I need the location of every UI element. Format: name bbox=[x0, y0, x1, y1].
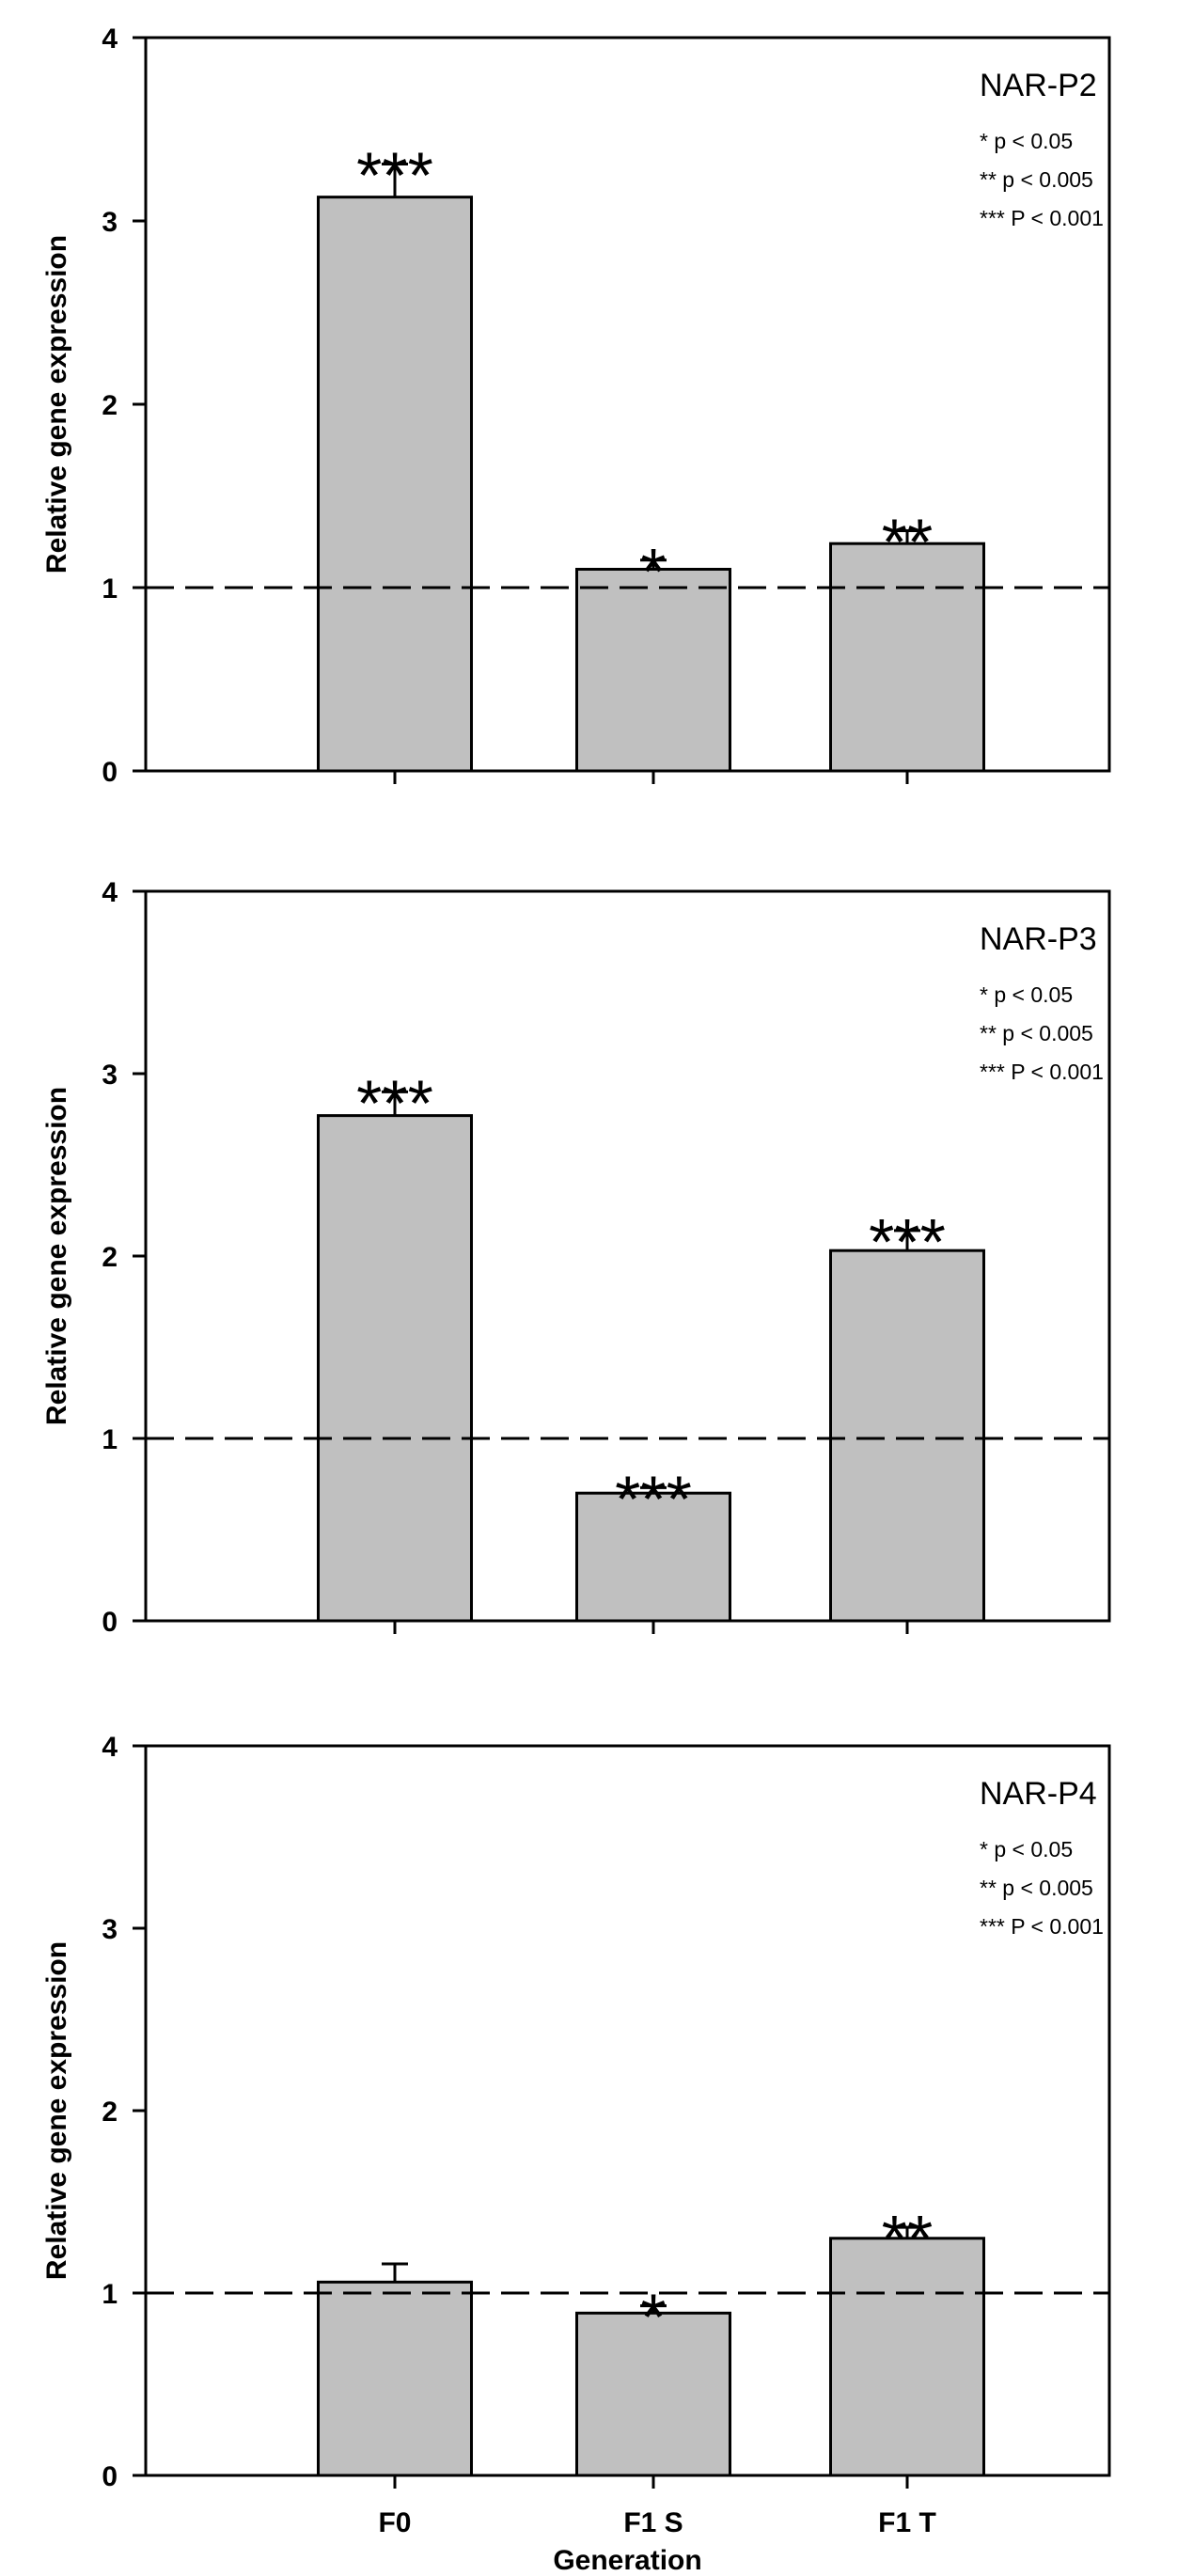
p-value-legend-item: * p < 0.05 bbox=[980, 982, 1073, 1007]
y-tick-label: 3 bbox=[102, 207, 118, 238]
significance-marker: *** bbox=[615, 1462, 692, 1535]
p-value-legend-item: ** p < 0.005 bbox=[980, 1021, 1093, 1045]
significance-marker: *** bbox=[356, 139, 433, 212]
y-axis-label: Relative gene expression bbox=[41, 1087, 72, 1425]
y-tick-label: 1 bbox=[102, 573, 118, 605]
p-value-legend-item: * p < 0.05 bbox=[980, 1837, 1073, 1861]
significance-marker: ** bbox=[882, 2202, 933, 2275]
y-tick-label: 0 bbox=[102, 1607, 118, 1638]
x-tick-label: F1 S bbox=[623, 2507, 683, 2538]
y-tick-label: 1 bbox=[102, 2279, 118, 2310]
bar bbox=[829, 1249, 985, 1623]
y-tick-label: 4 bbox=[102, 877, 118, 908]
p-value-legend-item: *** P < 0.001 bbox=[980, 1914, 1104, 1939]
y-tick-label: 0 bbox=[102, 757, 118, 788]
bar bbox=[829, 542, 985, 773]
p-value-legend-item: * p < 0.05 bbox=[980, 129, 1073, 153]
panel-title: NAR-P2 bbox=[980, 68, 1097, 103]
significance-marker: *** bbox=[869, 1205, 946, 1279]
y-axis-label: Relative gene expression bbox=[41, 1941, 72, 2280]
bar bbox=[575, 1491, 731, 1623]
y-axis-label: Relative gene expression bbox=[41, 235, 72, 573]
bar bbox=[575, 2311, 731, 2477]
x-tick-label: F0 bbox=[378, 2507, 411, 2538]
y-tick-label: 3 bbox=[102, 1914, 118, 1945]
chart-panel-3: 0 1 2 3 4 Relative gene expression F0 * F1 S ** F1… bbox=[41, 1732, 1111, 2576]
significance-marker: * bbox=[640, 535, 666, 608]
chart-panel-2: 0 1 2 3 4 Relative gene expression *** *** *** NA… bbox=[41, 877, 1111, 1638]
p-value-legend-item: *** P < 0.001 bbox=[980, 206, 1104, 230]
bar bbox=[317, 2280, 473, 2477]
significance-marker: *** bbox=[356, 1066, 433, 1139]
x-axis-label: Generation bbox=[553, 2545, 701, 2576]
y-tick-label: 3 bbox=[102, 1060, 118, 1091]
bar bbox=[317, 1114, 473, 1623]
y-tick-label: 1 bbox=[102, 1424, 118, 1455]
p-value-legend-item: ** p < 0.005 bbox=[980, 1876, 1093, 1900]
significance-marker: * bbox=[640, 2281, 666, 2354]
p-value-legend-item: *** P < 0.001 bbox=[980, 1060, 1104, 1084]
y-tick-label: 0 bbox=[102, 2461, 118, 2492]
significance-marker: ** bbox=[882, 506, 933, 579]
panel-title: NAR-P3 bbox=[980, 921, 1097, 957]
p-value-legend-item: ** p < 0.005 bbox=[980, 167, 1093, 192]
bar bbox=[317, 196, 473, 773]
y-tick-label: 2 bbox=[102, 390, 118, 421]
y-tick-label: 2 bbox=[102, 1242, 118, 1273]
panel-title: NAR-P4 bbox=[980, 1776, 1097, 1812]
x-tick-label: F1 T bbox=[878, 2507, 936, 2538]
y-tick-label: 4 bbox=[102, 24, 118, 55]
bar bbox=[829, 2237, 985, 2477]
y-tick-label: 2 bbox=[102, 2097, 118, 2128]
y-tick-label: 4 bbox=[102, 1732, 118, 1763]
